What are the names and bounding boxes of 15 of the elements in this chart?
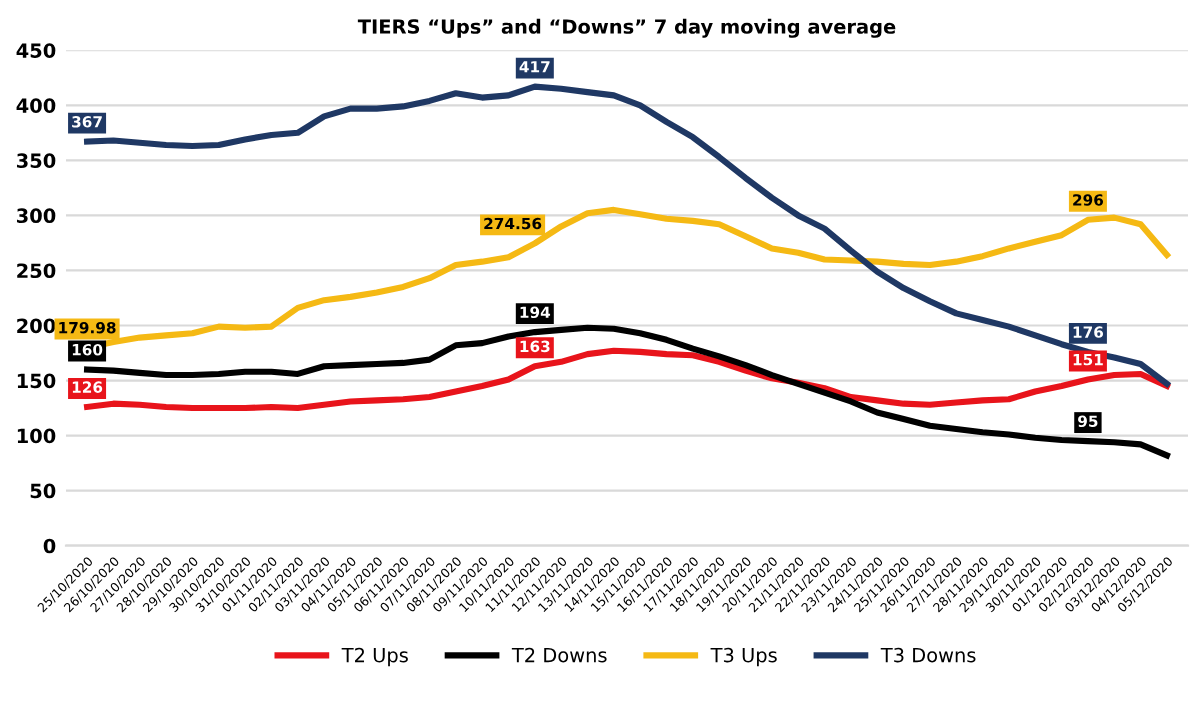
legend-label: T2 Ups (341, 647, 408, 667)
y-tick-label: 350 (16, 153, 56, 169)
legend-label: T2 Downs (511, 647, 607, 663)
legend-label: T3 Ups (710, 647, 777, 667)
y-tick-label: 300 (16, 208, 56, 224)
y-tick-label: 250 (17, 263, 56, 279)
y-tick-label: 0 (43, 538, 56, 554)
legend-label: T3 Downs (880, 647, 976, 663)
y-tick-label: 450 (16, 43, 56, 58)
y-tick-label: 100 (17, 428, 56, 444)
y-tick-label: 200 (17, 318, 56, 334)
y-tick-label: 50 (30, 483, 56, 499)
chart-title: TIERS “Ups” and “Downs” 7 day moving average (357, 18, 896, 38)
y-tick-label: 150 (17, 373, 56, 389)
y-tick-label: 400 (16, 98, 56, 113)
